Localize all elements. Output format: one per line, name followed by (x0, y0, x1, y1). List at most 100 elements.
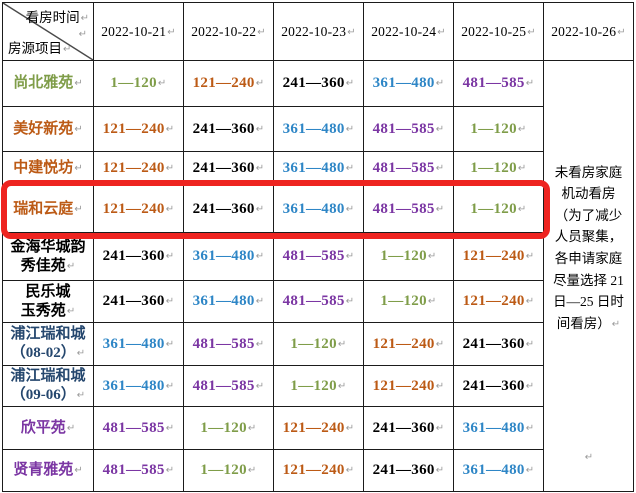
paragraph-mark: ↵ (345, 203, 355, 215)
paragraph-mark: ↵ (437, 26, 446, 38)
corner-bottom-label: 房源项目 (8, 41, 62, 56)
schedule-cell: 1—120↵ (273, 322, 364, 366)
paragraph-mark: ↵ (165, 422, 175, 434)
schedule-cell: 481—585↵ (363, 106, 454, 152)
number-range-label: 481—585 (192, 335, 255, 352)
project-name-label: 欣平苑 (20, 419, 66, 436)
schedule-cell: 481—585↵ (363, 185, 454, 233)
number-range-label: 1—120 (290, 377, 337, 394)
number-range-label: 241—360 (372, 419, 435, 436)
number-range-label: 121—240 (372, 335, 435, 352)
paragraph-mark: ↵ (165, 251, 175, 262)
note-line: 各申请家庭 (554, 251, 623, 266)
paragraph-mark: ↵ (165, 203, 175, 215)
paragraph-mark: ↵ (74, 78, 83, 90)
paragraph-mark: ↵ (345, 123, 355, 135)
table-row: 贤青雅苑↵ 481—585↵ 1—120↵ 121—240↵ 241—360↵ 361—4… (2, 449, 634, 492)
number-range-label: 481—585 (102, 419, 165, 436)
project-name-label: 浦江瑞和城 (10, 368, 86, 385)
column-header-date: 2022-10-24↵ (363, 2, 454, 61)
schedule-cell: 361—480↵ (453, 406, 544, 450)
paragraph-mark: ↵ (435, 78, 445, 89)
schedule-cell: 1—120↵ (183, 449, 274, 492)
schedule-cell: 1—120↵ (453, 185, 544, 233)
project-name-label: 金海华城韵 (10, 238, 86, 255)
paragraph-mark: ↵ (80, 13, 89, 24)
note-cell: 未看房家庭 机动看房 （为了减少 人员聚集， 各申请家庭 尽量选择 21 日—25 日时 间看… (543, 60, 634, 492)
paragraph-mark: ↵ (165, 380, 175, 392)
date-label: 2022-10-24 (371, 23, 437, 39)
schedule-cell: 241—360↵ (183, 151, 274, 186)
project-name-label: 中建悦坊 (13, 160, 74, 177)
schedule-cell: 361—480↵ (273, 185, 364, 233)
project-name-cell: 瑞和云庭↵ (2, 185, 94, 233)
paragraph-mark: ↵ (78, 29, 87, 40)
paragraph-mark: ↵ (63, 44, 72, 55)
number-range-label: 1—120 (470, 160, 517, 176)
paragraph-mark: ↵ (345, 78, 355, 89)
paragraph-mark: ↵ (76, 390, 86, 401)
paragraph-mark: ↵ (255, 123, 265, 135)
project-name-label: 美好新苑 (13, 120, 74, 137)
number-range-label: 121—240 (102, 200, 165, 217)
schedule-cell: 241—360↵ (183, 106, 274, 152)
project-name-cell: 尚北雅苑↵ (2, 60, 94, 107)
paragraph-mark: ↵ (527, 26, 536, 38)
table-row: 中建悦坊↵ 121—240↵ 241—360↵ 361—480↵ 481—585↵ 1—1… (2, 151, 634, 186)
schedule-cell: 481—585↵ (363, 151, 454, 186)
paragraph-mark: ↵ (255, 78, 265, 89)
paragraph-mark: ↵ (76, 348, 86, 359)
project-name-label: （08-02） (10, 345, 76, 361)
number-range-label: 1—120 (470, 200, 517, 217)
schedule-cell: 1—120↵ (93, 60, 184, 107)
paragraph-mark: ↵ (517, 163, 527, 174)
schedule-cell: 121—240↵ (273, 406, 364, 450)
project-name-label: 瑞和云庭 (13, 200, 74, 217)
number-range-label: 1—120 (110, 75, 157, 91)
paragraph-mark: ↵ (74, 163, 83, 175)
number-range-label: 241—360 (462, 335, 525, 352)
note-line: 人员聚集， (554, 229, 623, 245)
number-range-label: 241—360 (102, 248, 165, 264)
paragraph-mark: ↵ (255, 251, 265, 262)
number-range-label: 241—360 (192, 120, 255, 137)
paragraph-mark: ↵ (347, 26, 356, 38)
paragraph-mark: ↵ (165, 296, 175, 307)
date-label: 2022-10-25 (461, 23, 527, 39)
paragraph-mark: ↵ (257, 26, 266, 38)
project-name-cell: 贤青雅苑↵ (2, 449, 94, 492)
paragraph-mark: ↵ (427, 296, 437, 307)
paragraph-mark: ↵ (255, 296, 265, 307)
table-row: 美好新苑↵ 121—240↵ 241—360↵ 361—480↵ 481—585↵ 1—1… (2, 106, 634, 152)
note-text: 未看房家庭 机动看房 （为了减少 人员聚集， 各申请家庭 尽量选择 21 日—25 日时 间看… (545, 162, 633, 335)
column-header-date: 2022-10-26↵ (543, 2, 634, 61)
schedule-cell: 241—360↵ (453, 322, 544, 366)
corner-top-label: 看房时间 (25, 10, 80, 25)
number-range-label: 361—480 (372, 75, 435, 91)
number-range-label: 121—240 (192, 75, 255, 91)
schedule-cell: 241—360↵ (93, 280, 184, 323)
paragraph-mark: ↵ (345, 163, 355, 174)
paragraph-mark: ↵ (345, 422, 355, 434)
schedule-cell: 361—480↵ (273, 151, 364, 186)
number-range-label: 1—120 (470, 120, 517, 137)
table-row: 浦江瑞和城 （08-02）↵ 361—480↵ 481—585↵ 1—120↵ 121—2… (2, 322, 634, 366)
project-name-cell: 美好新苑↵ (2, 106, 94, 152)
paragraph-mark: ↵ (337, 338, 347, 350)
schedule-cell: 361—480↵ (183, 280, 274, 323)
paragraph-mark: ↵ (525, 380, 535, 392)
note-line: 尽量选择 21 (553, 272, 624, 288)
schedule-cell: 121—240↵ (93, 106, 184, 152)
table-row: 瑞和云庭↵ 121—240↵ 241—360↵ 361—480↵ 481—585↵ 1—1… (2, 185, 634, 233)
number-range-label: 1—120 (380, 293, 427, 309)
project-name-cell: 民乐城 玉秀苑↵ (2, 280, 94, 323)
project-name-cell: 欣平苑↵ (2, 406, 94, 450)
schedule-cell: 481—585↵ (273, 232, 364, 281)
paragraph-mark: ↵ (525, 465, 535, 476)
schedule-cell: 361—480↵ (453, 449, 544, 492)
paragraph-mark: ↵ (525, 338, 535, 350)
paragraph-mark: ↵ (345, 296, 355, 307)
schedule-cell: 1—120↵ (273, 365, 364, 407)
paragraph-mark: ↵ (435, 203, 445, 215)
